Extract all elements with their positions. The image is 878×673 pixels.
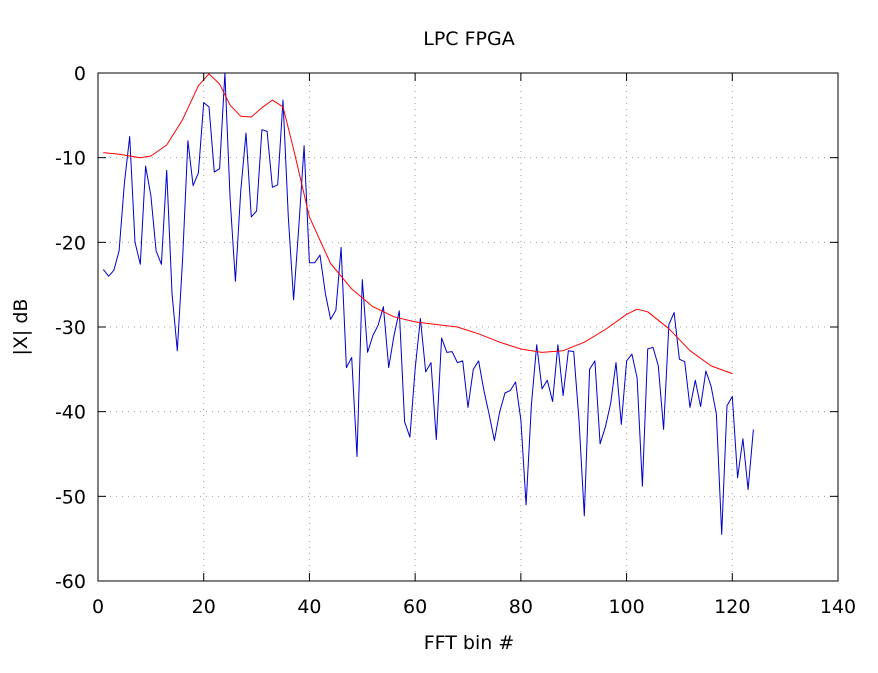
x-tick-label: 140 xyxy=(820,596,856,618)
x-tick-label: 120 xyxy=(714,596,750,618)
x-tick-label: 20 xyxy=(192,596,216,618)
x-tick-label: 60 xyxy=(403,596,427,618)
y-tick-label: -20 xyxy=(55,232,86,254)
y-tick-label: -10 xyxy=(55,148,86,170)
x-tick-label: 100 xyxy=(608,596,644,618)
axis-ticks xyxy=(97,72,839,582)
y-tick-label: -60 xyxy=(55,571,86,593)
y-tick-label: -50 xyxy=(55,486,86,508)
x-tick-label: 40 xyxy=(297,596,321,618)
x-tick-label: 80 xyxy=(509,596,533,618)
y-axis-title: |X| dB xyxy=(10,299,32,356)
plot-frame xyxy=(97,72,839,582)
y-tick-label: -40 xyxy=(55,402,86,424)
series-layer xyxy=(102,72,754,535)
grid-lines xyxy=(98,73,838,581)
chart-title: LPC FPGA xyxy=(423,28,514,50)
tick-labels: 0 20 40 60 80 100 120 140 0 -10 -20 -30 -40 -50 -60 xyxy=(55,63,856,618)
fft-magnitude-series-line xyxy=(102,72,754,535)
y-tick-label: 0 xyxy=(74,63,86,85)
x-axis-title: FFT bin # xyxy=(424,632,515,654)
x-tick-label: 0 xyxy=(92,596,104,618)
y-tick-label: -30 xyxy=(55,317,86,339)
lpc-envelope-series-line xyxy=(103,73,733,375)
